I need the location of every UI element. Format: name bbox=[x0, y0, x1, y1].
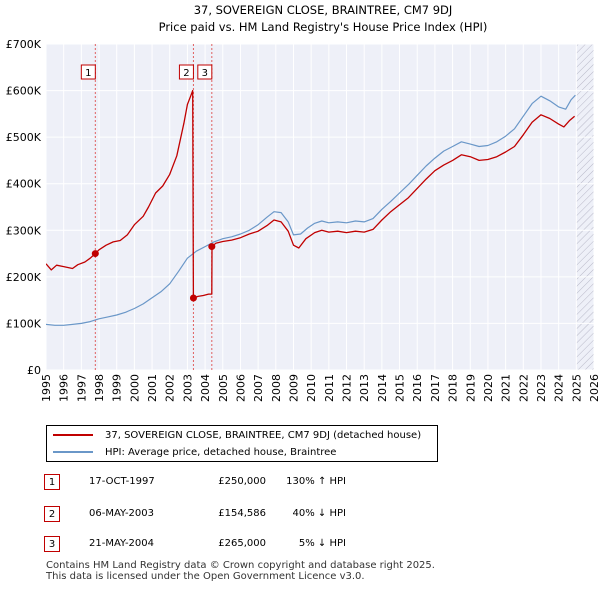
x-tick-label: 2025 bbox=[570, 374, 583, 402]
sale-price: £154,586 bbox=[218, 508, 266, 519]
x-tick-label: 1996 bbox=[58, 374, 71, 402]
legend-label-property: 37, SOVEREIGN CLOSE, BRAINTREE, CM7 9DJ … bbox=[105, 430, 422, 441]
x-tick-label: 2007 bbox=[252, 374, 265, 402]
sale-date: 21-MAY-2004 bbox=[89, 538, 155, 549]
sale-badges: 1 2 3 bbox=[80, 64, 213, 80]
legend-item-property: 37, SOVEREIGN CLOSE, BRAINTREE, CM7 9DJ … bbox=[53, 428, 421, 444]
table-row: 2 06-MAY-2003 £154,586 40% ↓ HPI bbox=[44, 506, 564, 524]
legend-swatch-hpi bbox=[53, 451, 93, 453]
sale-hpi-diff: 5% ↓ HPI bbox=[298, 538, 346, 549]
legend-item-hpi: HPI: Average price, detached house, Brai… bbox=[53, 445, 336, 461]
sale-badge-box bbox=[197, 64, 213, 80]
chart-subtitle: Price paid vs. HM Land Registry's House … bbox=[159, 20, 488, 34]
sale-badge-label: 3 bbox=[202, 68, 208, 79]
x-tick-label: 2024 bbox=[553, 374, 566, 402]
y-tick-label: £0 bbox=[27, 364, 41, 377]
x-tick-label: 2015 bbox=[394, 374, 407, 402]
hatch-area bbox=[576, 44, 594, 370]
y-tick-label: £300K bbox=[6, 224, 42, 237]
table-row: 1 17-OCT-1997 £250,000 130% ↑ HPI bbox=[44, 474, 564, 492]
x-axis-ticks: 1995 1996 1997 1998 1999 2000 2001 2002 2003 2004… bbox=[40, 374, 600, 402]
x-tick-label: 2021 bbox=[500, 374, 513, 402]
sale-points bbox=[91, 243, 216, 302]
property-price-line bbox=[46, 89, 576, 299]
y-tick-label: £200K bbox=[6, 271, 42, 284]
x-tick-label: 2005 bbox=[217, 374, 230, 402]
sale-badge-label: 1 bbox=[85, 68, 91, 79]
x-tick-label: 2012 bbox=[341, 374, 354, 402]
x-tick-label: 2016 bbox=[411, 374, 424, 402]
y-axis-ticks: £0 £100K £200K £300K £400K £500K £600K £700K bbox=[6, 38, 42, 377]
hpi-line bbox=[46, 94, 576, 326]
footer-line-2: This data is licensed under the Open Gov… bbox=[46, 571, 365, 582]
x-tick-label: 2010 bbox=[305, 374, 318, 402]
x-tick-label: 2017 bbox=[429, 374, 442, 402]
sale-number-badge: 1 bbox=[44, 474, 60, 490]
x-tick-label: 2000 bbox=[128, 374, 141, 402]
x-tick-label: 2018 bbox=[447, 374, 460, 402]
x-tick-label: 2011 bbox=[323, 374, 336, 402]
y-tick-label: £700K bbox=[6, 38, 42, 51]
x-tick-label: 2026 bbox=[588, 374, 600, 402]
x-tick-label: 2009 bbox=[287, 374, 300, 402]
sale-date: 06-MAY-2003 bbox=[89, 508, 155, 519]
sale-point bbox=[208, 243, 216, 251]
x-tick-label: 2001 bbox=[146, 374, 159, 402]
x-tick-label: 1995 bbox=[40, 374, 53, 402]
y-tick-label: £500K bbox=[6, 131, 42, 144]
x-tick-label: 2003 bbox=[181, 374, 194, 402]
legend-label-hpi: HPI: Average price, detached house, Brai… bbox=[105, 447, 337, 458]
series-lines bbox=[46, 89, 576, 326]
x-tick-label: 2022 bbox=[517, 374, 530, 402]
sale-date: 17-OCT-1997 bbox=[89, 476, 155, 487]
sale-price: £250,000 bbox=[218, 476, 266, 487]
sale-point bbox=[91, 250, 99, 258]
x-tick-label: 2014 bbox=[376, 374, 389, 402]
sale-badge-box bbox=[80, 64, 96, 80]
x-tick-label: 2002 bbox=[164, 374, 177, 402]
footer-line-1: Contains HM Land Registry data © Crown c… bbox=[46, 560, 435, 571]
sale-point bbox=[189, 294, 197, 302]
sale-number-badge: 2 bbox=[44, 506, 60, 522]
sale-hpi-diff: 40% ↓ HPI bbox=[292, 508, 346, 519]
x-tick-label: 2004 bbox=[199, 374, 212, 402]
chart-title: 37, SOVEREIGN CLOSE, BRAINTREE, CM7 9DJ bbox=[194, 3, 453, 17]
x-tick-label: 2019 bbox=[464, 374, 477, 402]
y-tick-label: £600K bbox=[6, 85, 42, 98]
legend-swatch-property bbox=[53, 434, 93, 436]
x-tick-label: 2020 bbox=[482, 374, 495, 402]
sale-badge-box bbox=[178, 64, 194, 80]
sale-badge-label: 2 bbox=[183, 68, 189, 79]
plot-area bbox=[46, 44, 594, 370]
table-row: 3 21-MAY-2004 £265,000 5% ↓ HPI bbox=[44, 536, 564, 554]
x-tick-label: 2006 bbox=[234, 374, 247, 402]
x-tick-label: 2008 bbox=[270, 374, 283, 402]
price-chart: 37, SOVEREIGN CLOSE, BRAINTREE, CM7 9DJ … bbox=[6, 3, 600, 402]
grid-lines bbox=[45, 43, 595, 371]
x-tick-label: 2023 bbox=[535, 374, 548, 402]
x-tick-label: 1999 bbox=[111, 374, 124, 402]
sale-hpi-diff: 130% ↑ HPI bbox=[286, 476, 346, 487]
x-tick-label: 2013 bbox=[358, 374, 371, 402]
x-tick-label: 1997 bbox=[75, 374, 88, 402]
y-tick-label: £400K bbox=[6, 178, 42, 191]
x-tick-label: 1998 bbox=[93, 374, 106, 402]
legend: 37, SOVEREIGN CLOSE, BRAINTREE, CM7 9DJ … bbox=[46, 425, 438, 462]
sale-number-badge: 3 bbox=[44, 536, 60, 552]
y-tick-label: £100K bbox=[6, 317, 42, 330]
footer-attribution: Contains HM Land Registry data © Crown c… bbox=[46, 560, 435, 582]
sale-price: £265,000 bbox=[218, 538, 266, 549]
